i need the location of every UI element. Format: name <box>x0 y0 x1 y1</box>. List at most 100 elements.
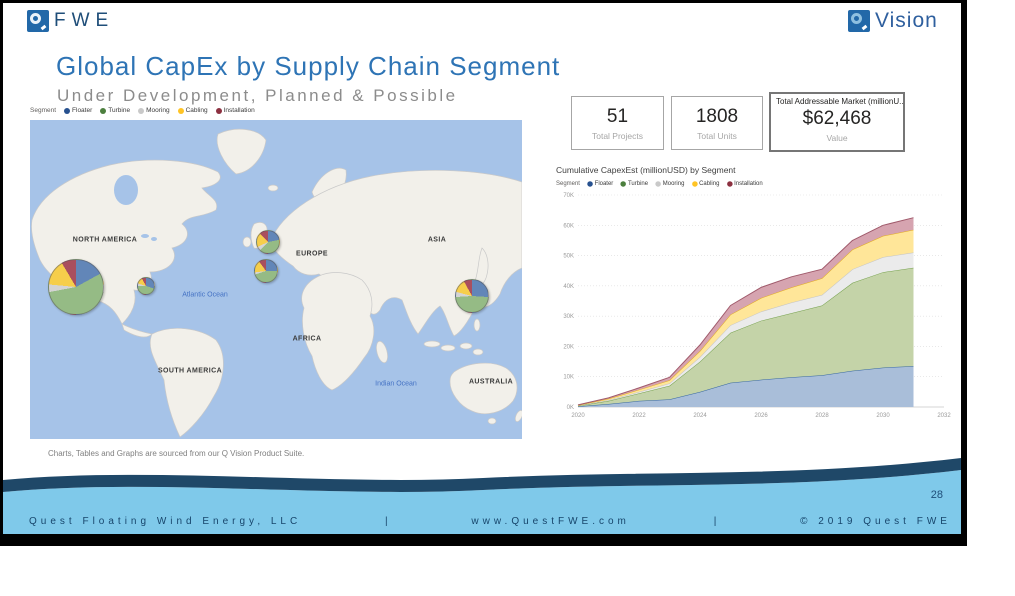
fwe-logo: FWE <box>27 10 114 32</box>
kpi-total-projects[interactable]: 51 Total Projects <box>571 96 664 150</box>
legend-label: Floater <box>72 107 93 114</box>
kpi-value: $62,468 <box>802 108 872 129</box>
footer-company: Quest Floating Wind Energy, LLC <box>29 516 302 527</box>
world-map[interactable]: NORTH AMERICA EUROPE ASIA AFRICA SOUTH AMERI… <box>30 120 522 439</box>
y-axis-tick: 30K <box>563 314 574 320</box>
legend-dot-installation <box>215 107 222 114</box>
x-axis-tick: 2022 <box>632 413 646 419</box>
map-ocean-label: Atlantic Ocean <box>182 291 228 299</box>
legend-label: Mooring <box>146 107 170 114</box>
legend-label: Installation <box>223 107 255 114</box>
map-region-label: NORTH AMERICA <box>72 236 138 244</box>
y-axis-tick: 50K <box>563 254 574 260</box>
legend-dot-cabling <box>691 180 698 187</box>
slide: FWE Vision Global CapEx by Supply Chain … <box>3 3 961 534</box>
legend-item-turbine[interactable]: Turbine <box>100 107 130 114</box>
legend-label: Turbine <box>108 107 131 114</box>
map-pie-france[interactable] <box>254 259 278 283</box>
legend-item-floater[interactable]: Floater <box>64 107 92 114</box>
area-installation[interactable] <box>578 217 914 406</box>
legend-dot-mooring <box>138 107 145 114</box>
map-region-label: AFRICA <box>292 335 322 343</box>
legend-label: Cabling <box>185 107 208 114</box>
page-subtitle: Under Development, Planned & Possible <box>57 86 458 105</box>
world-map-landmasses <box>31 128 522 438</box>
q-vision-logo-icon <box>848 10 870 32</box>
kpi-label: Total Units <box>697 130 737 141</box>
legend-dot-floater <box>64 107 71 114</box>
footer-copyright: © 2019 Quest FWE <box>800 516 951 527</box>
area-mooring[interactable] <box>578 252 914 406</box>
capex-chart-svg[interactable]: 0K 10K 20K 30K 40K 50K 60K 70K 2020 2022 2024 2026 2… <box>556 189 951 421</box>
legend-item-mooring[interactable]: Mooring <box>655 180 685 187</box>
kpi-label: Total Projects <box>591 130 644 141</box>
x-axis-tick: 2030 <box>876 413 890 419</box>
y-axis-tick: 40K <box>563 284 574 290</box>
slide-frame: FWE Vision Global CapEx by Supply Chain … <box>0 0 967 546</box>
map-pie-east-asia[interactable] <box>455 279 489 313</box>
chart-legend: Segment Floater Turbine Mooring Cabling Insta… <box>556 180 924 186</box>
kpi-value: 51 <box>606 105 629 127</box>
legend-label: Installation <box>734 180 763 187</box>
x-axis-tick: 2032 <box>937 413 951 419</box>
q-logo-icon <box>27 10 49 32</box>
map-legend: Segment Floater Turbine Mooring Cabling Insta… <box>30 107 255 114</box>
legend-item-turbine[interactable]: Turbine <box>620 180 649 187</box>
legend-item-installation[interactable]: Installation <box>215 107 255 114</box>
area-line-cabling <box>577 229 914 406</box>
qvision-logo-text: Vision <box>875 9 938 32</box>
footer-url[interactable]: www.QuestFWE.com <box>471 516 630 527</box>
kpi-total-addressable-market[interactable]: Total Addressable Market (millionU... $6… <box>769 92 905 152</box>
page-title: Global CapEx by Supply Chain Segment <box>56 51 561 81</box>
map-region-label: ASIA <box>427 236 447 244</box>
kpi-label: Value <box>826 133 848 143</box>
legend-dot-installation <box>726 180 733 187</box>
source-note: Charts, Tables and Graphs are sourced fr… <box>48 449 305 458</box>
legend-label: Floater <box>594 180 614 187</box>
area-cabling[interactable] <box>578 229 914 406</box>
x-axis-tick: 2026 <box>754 413 768 419</box>
y-axis-tick: 0K <box>567 405 574 411</box>
area-floater[interactable] <box>578 366 914 407</box>
footer-wave <box>3 458 961 534</box>
legend-dot-turbine <box>620 180 627 187</box>
y-axis-tick: 60K <box>563 223 574 229</box>
map-region-label: SOUTH AMERICA <box>157 367 223 375</box>
y-axis-tick: 70K <box>563 193 574 199</box>
area-line-installation <box>577 217 914 406</box>
qvision-logo: Vision <box>848 9 938 33</box>
x-axis-tick: 2024 <box>693 413 707 419</box>
footer-separator: | <box>385 516 388 527</box>
fwe-logo-text: FWE <box>54 10 115 31</box>
map-pie-us-east[interactable] <box>137 277 155 295</box>
legend-dot-floater <box>587 180 593 187</box>
y-axis-tick: 20K <box>563 344 574 350</box>
legend-item-installation[interactable]: Installation <box>726 180 763 187</box>
legend-title: Segment <box>30 107 57 114</box>
page-number: 28 <box>930 489 943 501</box>
legend-label: Turbine <box>628 180 649 187</box>
map-region-label: EUROPE <box>296 250 328 258</box>
map-pie-us-west[interactable] <box>48 259 104 315</box>
x-axis-tick: 2020 <box>571 413 585 419</box>
map-ocean-label: Indian Ocean <box>375 380 417 388</box>
x-axis-tick: 2028 <box>815 413 829 419</box>
legend-item-mooring[interactable]: Mooring <box>138 107 170 114</box>
legend-dot-cabling <box>177 107 184 114</box>
kpi-card-title: Total Addressable Market (millionU... <box>776 97 903 106</box>
y-axis-tick: 10K <box>563 375 574 381</box>
area-turbine[interactable] <box>578 267 914 407</box>
legend-item-cabling[interactable]: Cabling <box>177 107 208 114</box>
capex-chart[interactable]: Cumulative CapexEst (millionUSD) by Segm… <box>556 165 956 426</box>
legend-label: Cabling <box>699 180 720 187</box>
map-pie-uk[interactable] <box>256 230 280 254</box>
legend-title: Segment <box>556 180 580 187</box>
footer-separator: | <box>713 516 717 527</box>
legend-dot-turbine <box>100 107 107 114</box>
legend-item-floater[interactable]: Floater <box>587 180 614 187</box>
legend-label: Mooring <box>662 180 685 187</box>
map-region-label: AUSTRALIA <box>468 378 514 386</box>
kpi-value: 1808 <box>695 105 739 127</box>
legend-item-cabling[interactable]: Cabling <box>691 180 720 187</box>
kpi-total-units[interactable]: 1808 Total Units <box>671 96 763 150</box>
